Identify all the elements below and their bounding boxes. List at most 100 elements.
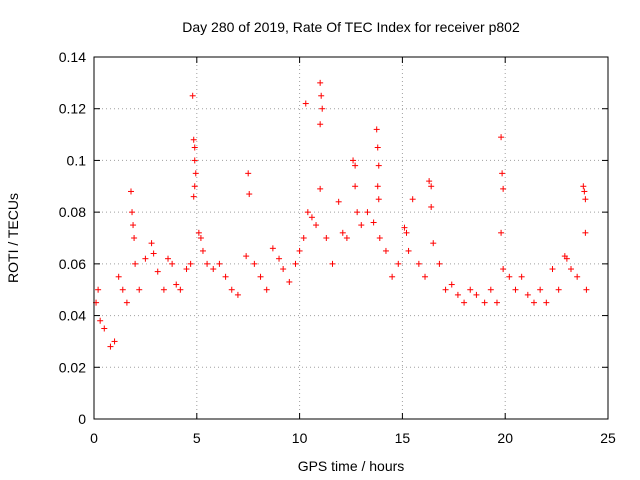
x-tick-label: 20 <box>497 430 513 446</box>
data-point <box>187 260 194 267</box>
data-point <box>401 224 408 231</box>
data-point <box>119 286 126 293</box>
data-point <box>567 266 574 273</box>
data-point <box>169 260 176 267</box>
chart-title: Day 280 of 2019, Rate Of TEC Index for r… <box>182 19 520 35</box>
data-point <box>382 247 389 254</box>
data-point <box>506 273 513 280</box>
data-point <box>234 291 241 298</box>
data-point <box>142 255 149 262</box>
data-point <box>580 183 587 190</box>
y-axis-label: ROTI / TECUs <box>5 193 21 283</box>
x-tick-label: 10 <box>292 430 308 446</box>
y-tick-label: 0.08 <box>59 204 86 220</box>
data-point <box>403 229 410 236</box>
y-tick-label: 0.12 <box>59 101 86 117</box>
data-point <box>389 273 396 280</box>
data-point <box>190 193 197 200</box>
data-point <box>318 92 325 99</box>
data-point <box>428 203 435 210</box>
data-point <box>95 286 102 293</box>
data-point <box>467 286 474 293</box>
data-point <box>216 260 223 267</box>
data-point <box>442 286 449 293</box>
data-point <box>524 291 531 298</box>
data-point <box>130 222 137 229</box>
data-point <box>405 247 412 254</box>
data-point <box>131 235 138 241</box>
x-tick-label: 15 <box>395 430 411 446</box>
data-point <box>409 196 416 203</box>
data-point <box>500 185 507 192</box>
data-point <box>370 219 377 226</box>
data-point <box>136 286 143 293</box>
data-point <box>498 229 505 236</box>
data-point <box>296 247 303 254</box>
data-point <box>243 253 250 260</box>
y-tick-label: 0.14 <box>59 49 86 65</box>
data-point <box>204 260 211 267</box>
data-point <box>352 183 359 190</box>
data-point <box>583 286 590 293</box>
data-point <box>319 105 326 112</box>
axis-ticks: 0 5 10 15 20 25 0 0.02 0.04 0.06 0.08 0.1 0.12 0.14 <box>59 49 616 446</box>
data-point <box>313 222 320 229</box>
data-point <box>339 229 346 236</box>
data-point <box>422 273 429 280</box>
data-point <box>107 343 114 350</box>
data-point <box>150 250 157 257</box>
data-point <box>292 260 299 267</box>
data-point <box>375 162 382 169</box>
data-point <box>376 235 383 241</box>
data-point <box>426 178 433 185</box>
data-point <box>154 268 161 275</box>
data-point <box>173 281 180 288</box>
data-point <box>537 286 544 293</box>
data-point <box>286 278 293 285</box>
data-point <box>364 209 371 216</box>
data-point <box>430 240 437 247</box>
data-point <box>354 209 361 216</box>
data-point <box>358 222 365 229</box>
data-point <box>582 196 589 203</box>
data-point <box>436 260 443 267</box>
data-points <box>93 79 590 350</box>
x-tick-label: 0 <box>90 430 98 446</box>
data-point <box>210 266 217 273</box>
data-point <box>308 214 315 221</box>
data-point <box>415 260 422 267</box>
data-point <box>481 299 488 306</box>
y-tick-label: 0.06 <box>59 256 86 272</box>
data-point <box>128 188 135 195</box>
data-point <box>493 299 500 306</box>
data-point <box>498 134 505 141</box>
data-point <box>473 291 480 298</box>
data-point <box>352 162 359 169</box>
data-point <box>582 229 589 236</box>
data-point <box>132 260 139 267</box>
data-point <box>276 255 283 262</box>
data-point <box>454 291 461 298</box>
data-point <box>487 286 494 293</box>
data-point <box>191 157 198 164</box>
data-point <box>499 170 506 177</box>
data-point <box>165 255 172 262</box>
data-point <box>373 126 380 133</box>
data-point <box>555 286 562 293</box>
data-point <box>374 144 381 151</box>
data-point <box>563 255 570 262</box>
data-point <box>222 273 229 280</box>
data-point <box>543 299 550 306</box>
data-point <box>518 273 525 280</box>
data-point <box>192 170 199 177</box>
data-point <box>323 235 330 241</box>
data-point <box>329 260 336 267</box>
data-point <box>177 286 184 293</box>
plot-frame <box>93 56 609 420</box>
data-point <box>228 286 235 293</box>
data-point <box>115 273 122 280</box>
data-point <box>461 299 468 306</box>
data-point <box>245 170 252 177</box>
